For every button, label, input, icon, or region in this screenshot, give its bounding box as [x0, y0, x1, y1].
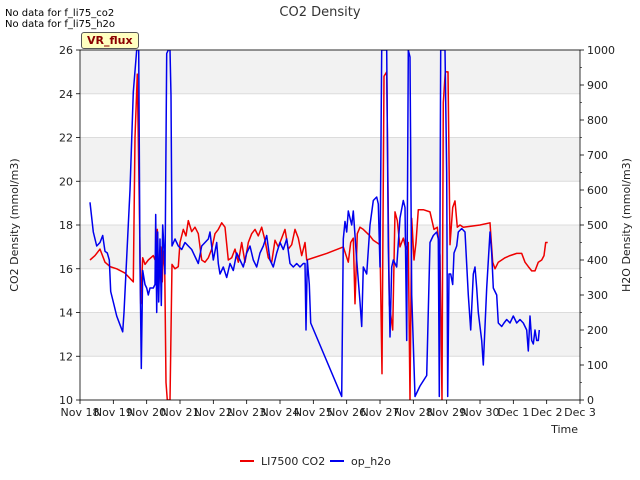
x-tick-label: Nov 30: [461, 406, 500, 419]
y-tick-label: 26: [59, 44, 73, 57]
y-axis-label: CO2 Density (mmol/m3): [8, 158, 21, 291]
y2-tick-label: 500: [587, 219, 608, 232]
y-tick-label: 16: [59, 263, 73, 276]
y2-tick-label: 900: [587, 79, 608, 92]
y-tick-label: 14: [59, 307, 73, 320]
y2-tick-label: 700: [587, 149, 608, 162]
x-tick-label: Nov 24: [261, 406, 300, 419]
y2-tick-label: 400: [587, 254, 608, 267]
y2-tick-label: 200: [587, 324, 608, 337]
y2-tick-label: 300: [587, 289, 608, 302]
x-tick-label: Nov 29: [427, 406, 466, 419]
vr-flux-badge: VR_flux: [81, 32, 139, 49]
y-tick-label: 24: [59, 88, 73, 101]
y2-axis-label: H2O Density (mmol/m3): [620, 158, 633, 292]
x-tick-label: Nov 27: [361, 406, 400, 419]
x-tick-label: Nov 20: [127, 406, 166, 419]
y2-tick-label: 1000: [587, 44, 615, 57]
x-tick-label: Dec 2: [531, 406, 563, 419]
plot-band: [80, 50, 580, 94]
x-axis-label: Time: [550, 423, 578, 436]
y2-tick-label: 0: [587, 394, 594, 407]
x-tick-label: Dec 3: [564, 406, 596, 419]
chart-title: CO2 Density: [279, 5, 360, 20]
x-tick-label: Nov 28: [394, 406, 433, 419]
plot-band: [80, 137, 580, 182]
legend-label-0: LI7500 CO2: [261, 455, 325, 468]
y2-tick-label: 600: [587, 184, 608, 197]
legend-label-1: op_h2o: [351, 455, 391, 468]
y-tick-label: 22: [59, 132, 73, 145]
y-tick-label: 18: [59, 219, 73, 232]
y2-tick-label: 800: [587, 114, 608, 127]
x-tick-label: Dec 1: [497, 406, 529, 419]
y-tick-label: 20: [59, 175, 73, 188]
x-tick-label: Nov 18: [61, 406, 100, 419]
no-data-note-h2o: No data for f_li75_h2o: [5, 19, 116, 30]
y2-tick-label: 100: [587, 359, 608, 372]
x-tick-label: Nov 21: [161, 406, 200, 419]
y-tick-label: 10: [59, 394, 73, 407]
x-tick-label: Nov 26: [327, 406, 366, 419]
no-data-note-co2: No data for f_li75_co2: [5, 8, 115, 19]
x-tick-label: Nov 25: [294, 406, 333, 419]
y-tick-label: 12: [59, 350, 73, 363]
x-tick-label: Nov 23: [227, 406, 266, 419]
x-tick-label: Nov 22: [194, 406, 233, 419]
series-line-1: [89, 50, 541, 398]
x-tick-label: Nov 19: [94, 406, 133, 419]
plot-band: [80, 312, 580, 357]
